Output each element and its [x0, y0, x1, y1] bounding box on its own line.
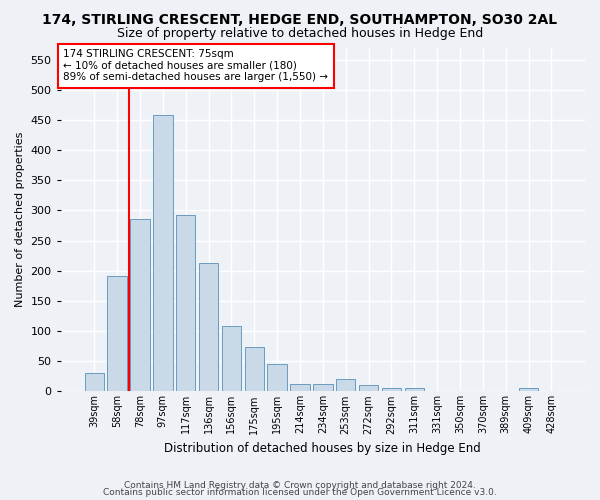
Bar: [382, 388, 401, 392]
Bar: [245, 346, 264, 392]
X-axis label: Distribution of detached houses by size in Hedge End: Distribution of detached houses by size …: [164, 442, 481, 455]
Bar: [221, 326, 241, 392]
Text: 174 STIRLING CRESCENT: 75sqm
← 10% of detached houses are smaller (180)
89% of s: 174 STIRLING CRESCENT: 75sqm ← 10% of de…: [64, 49, 328, 82]
Text: Contains HM Land Registry data © Crown copyright and database right 2024.: Contains HM Land Registry data © Crown c…: [124, 480, 476, 490]
Text: Contains public sector information licensed under the Open Government Licence v3: Contains public sector information licen…: [103, 488, 497, 497]
Bar: [199, 263, 218, 392]
Bar: [130, 220, 149, 392]
Bar: [176, 215, 196, 392]
Bar: [336, 378, 355, 392]
Bar: [519, 388, 538, 392]
Bar: [153, 115, 173, 392]
Text: Size of property relative to detached houses in Hedge End: Size of property relative to detached ho…: [117, 28, 483, 40]
Bar: [268, 364, 287, 392]
Y-axis label: Number of detached properties: Number of detached properties: [15, 132, 25, 307]
Text: 174, STIRLING CRESCENT, HEDGE END, SOUTHAMPTON, SO30 2AL: 174, STIRLING CRESCENT, HEDGE END, SOUTH…: [43, 12, 557, 26]
Bar: [85, 374, 104, 392]
Bar: [313, 384, 332, 392]
Bar: [359, 386, 378, 392]
Bar: [290, 384, 310, 392]
Bar: [107, 276, 127, 392]
Bar: [404, 388, 424, 392]
